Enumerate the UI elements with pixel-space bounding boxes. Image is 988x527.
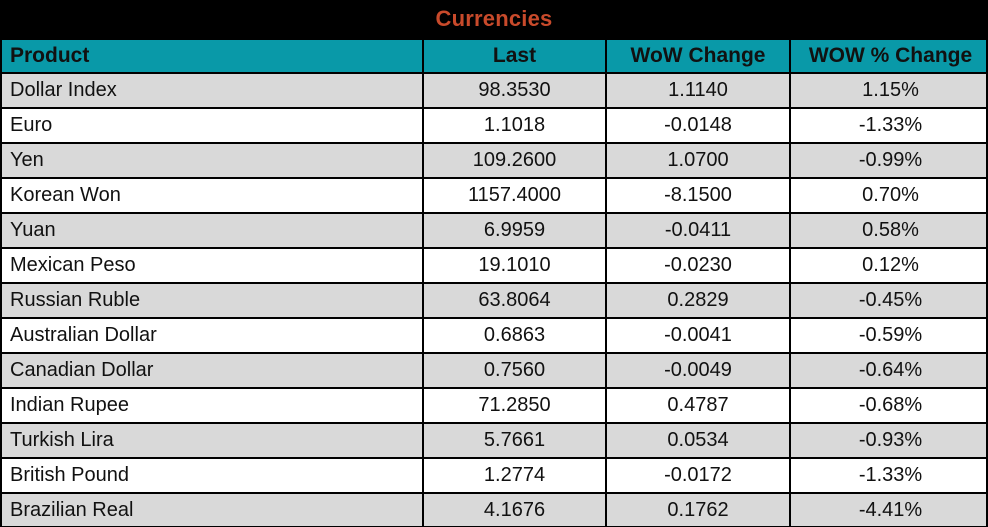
table-row: Mexican Peso 19.1010 -0.0230 0.12% [2, 247, 986, 284]
cell-wow-pct-change[interactable]: -0.68% [789, 387, 986, 424]
cell-last[interactable]: 98.3530 [422, 72, 607, 109]
cell-product[interactable]: Euro [2, 107, 424, 144]
cell-wow-pct-change[interactable]: -0.59% [789, 317, 986, 354]
currency-table: Product Last WoW Change WOW % Change Dol… [2, 38, 986, 527]
cell-last[interactable]: 1.2774 [422, 457, 607, 494]
cell-last[interactable]: 71.2850 [422, 387, 607, 424]
column-header-last[interactable]: Last [422, 38, 607, 74]
table-title-bar: Currencies [2, 0, 986, 38]
cell-product[interactable]: Korean Won [2, 177, 424, 214]
table-row: Yen 109.2600 1.0700 -0.99% [2, 142, 986, 179]
cell-last[interactable]: 1157.4000 [422, 177, 607, 214]
cell-wow-pct-change[interactable]: -1.33% [789, 457, 986, 494]
cell-wow-change[interactable]: -0.0172 [605, 457, 791, 494]
cell-wow-change[interactable]: -0.0049 [605, 352, 791, 389]
table-row: Dollar Index 98.3530 1.1140 1.15% [2, 72, 986, 109]
column-header-wow-pct-change[interactable]: WOW % Change [789, 38, 986, 74]
cell-product[interactable]: Dollar Index [2, 72, 424, 109]
cell-wow-pct-change[interactable]: -1.33% [789, 107, 986, 144]
cell-product[interactable]: Australian Dollar [2, 317, 424, 354]
cell-product[interactable]: Yen [2, 142, 424, 179]
cell-product[interactable]: British Pound [2, 457, 424, 494]
table-row: Canadian Dollar 0.7560 -0.0049 -0.64% [2, 352, 986, 389]
cell-wow-change[interactable]: 0.4787 [605, 387, 791, 424]
table-row: Korean Won 1157.4000 -8.1500 0.70% [2, 177, 986, 214]
cell-wow-change[interactable]: 0.1762 [605, 492, 791, 527]
cell-last[interactable]: 6.9959 [422, 212, 607, 249]
table-row: Euro 1.1018 -0.0148 -1.33% [2, 107, 986, 144]
currency-table-body: Dollar Index 98.3530 1.1140 1.15% Euro 1.1018… [2, 72, 986, 527]
cell-last[interactable]: 63.8064 [422, 282, 607, 319]
cell-wow-pct-change[interactable]: -0.93% [789, 422, 986, 459]
table-row: Australian Dollar 0.6863 -0.0041 -0.59% [2, 317, 986, 354]
cell-wow-change[interactable]: -0.0230 [605, 247, 791, 284]
cell-product[interactable]: Mexican Peso [2, 247, 424, 284]
table-row: Yuan 6.9959 -0.0411 0.58% [2, 212, 986, 249]
cell-product[interactable]: Indian Rupee [2, 387, 424, 424]
table-row: Turkish Lira 5.7661 0.0534 -0.93% [2, 422, 986, 459]
table-row: Brazilian Real 4.1676 0.1762 -4.41% [2, 492, 986, 527]
column-header-product[interactable]: Product [2, 38, 424, 74]
cell-product[interactable]: Canadian Dollar [2, 352, 424, 389]
cell-wow-change[interactable]: 0.0534 [605, 422, 791, 459]
cell-wow-change[interactable]: 0.2829 [605, 282, 791, 319]
cell-last[interactable]: 0.7560 [422, 352, 607, 389]
table-row: British Pound 1.2774 -0.0172 -1.33% [2, 457, 986, 494]
cell-product[interactable]: Brazilian Real [2, 492, 424, 527]
cell-last[interactable]: 1.1018 [422, 107, 607, 144]
cell-last[interactable]: 0.6863 [422, 317, 607, 354]
cell-last[interactable]: 109.2600 [422, 142, 607, 179]
cell-wow-pct-change[interactable]: -0.99% [789, 142, 986, 179]
cell-wow-pct-change[interactable]: 1.15% [789, 72, 986, 109]
cell-product[interactable]: Yuan [2, 212, 424, 249]
column-header-wow-change[interactable]: WoW Change [605, 38, 791, 74]
table-row: Russian Ruble 63.8064 0.2829 -0.45% [2, 282, 986, 319]
table-header-row: Product Last WoW Change WOW % Change [2, 38, 986, 74]
cell-wow-change[interactable]: -0.0411 [605, 212, 791, 249]
cell-wow-change[interactable]: 1.0700 [605, 142, 791, 179]
cell-last[interactable]: 5.7661 [422, 422, 607, 459]
cell-product[interactable]: Turkish Lira [2, 422, 424, 459]
cell-wow-pct-change[interactable]: -4.41% [789, 492, 986, 527]
cell-wow-change[interactable]: 1.1140 [605, 72, 791, 109]
cell-wow-change[interactable]: -0.0148 [605, 107, 791, 144]
cell-wow-pct-change[interactable]: -0.45% [789, 282, 986, 319]
cell-last[interactable]: 19.1010 [422, 247, 607, 284]
table-row: Indian Rupee 71.2850 0.4787 -0.68% [2, 387, 986, 424]
cell-wow-pct-change[interactable]: 0.58% [789, 212, 986, 249]
cell-wow-change[interactable]: -0.0041 [605, 317, 791, 354]
cell-wow-change[interactable]: -8.1500 [605, 177, 791, 214]
cell-product[interactable]: Russian Ruble [2, 282, 424, 319]
table-title: Currencies [435, 6, 553, 31]
cell-wow-pct-change[interactable]: 0.12% [789, 247, 986, 284]
cell-wow-pct-change[interactable]: 0.70% [789, 177, 986, 214]
cell-wow-pct-change[interactable]: -0.64% [789, 352, 986, 389]
cell-last[interactable]: 4.1676 [422, 492, 607, 527]
